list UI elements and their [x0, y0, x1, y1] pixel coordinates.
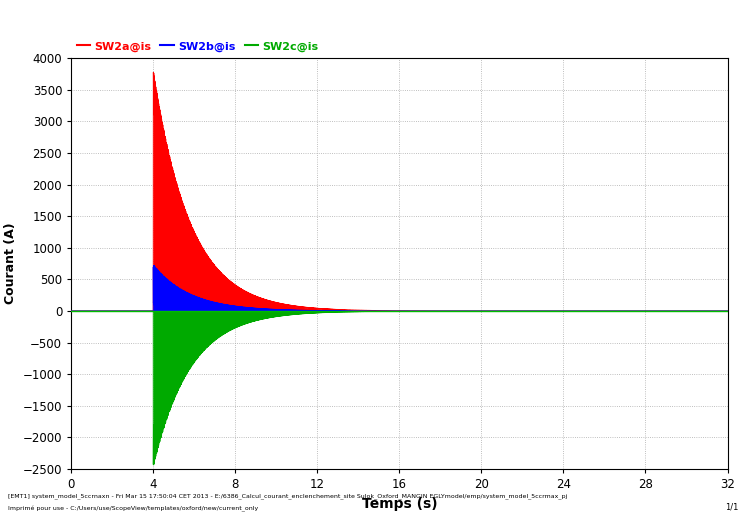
- Legend: SW2a@is, SW2b@is, SW2c@is: SW2a@is, SW2b@is, SW2c@is: [76, 41, 319, 51]
- Y-axis label: Courant (A): Courant (A): [4, 223, 17, 305]
- X-axis label: Temps (s): Temps (s): [362, 497, 437, 510]
- Text: [EMT1] system_model_5ccrnaxn - Fri Mar 15 17:50:04 CET 2013 - E:/6386_Calcul_cou: [EMT1] system_model_5ccrnaxn - Fri Mar 1…: [8, 493, 567, 499]
- Text: Imprimé pour use - C:/Users/use/ScopeView/templates/oxford/new/current_only: Imprimé pour use - C:/Users/use/ScopeVie…: [8, 506, 258, 511]
- Text: 1/1: 1/1: [725, 503, 739, 512]
